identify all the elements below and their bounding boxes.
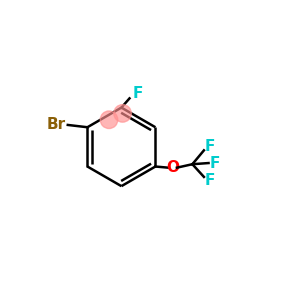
Circle shape	[114, 105, 131, 122]
Text: F: F	[205, 173, 215, 188]
Text: F: F	[133, 86, 143, 101]
Text: Br: Br	[46, 117, 65, 132]
Text: O: O	[166, 160, 179, 175]
Text: F: F	[205, 140, 215, 154]
Circle shape	[100, 111, 118, 128]
Text: F: F	[210, 155, 220, 170]
